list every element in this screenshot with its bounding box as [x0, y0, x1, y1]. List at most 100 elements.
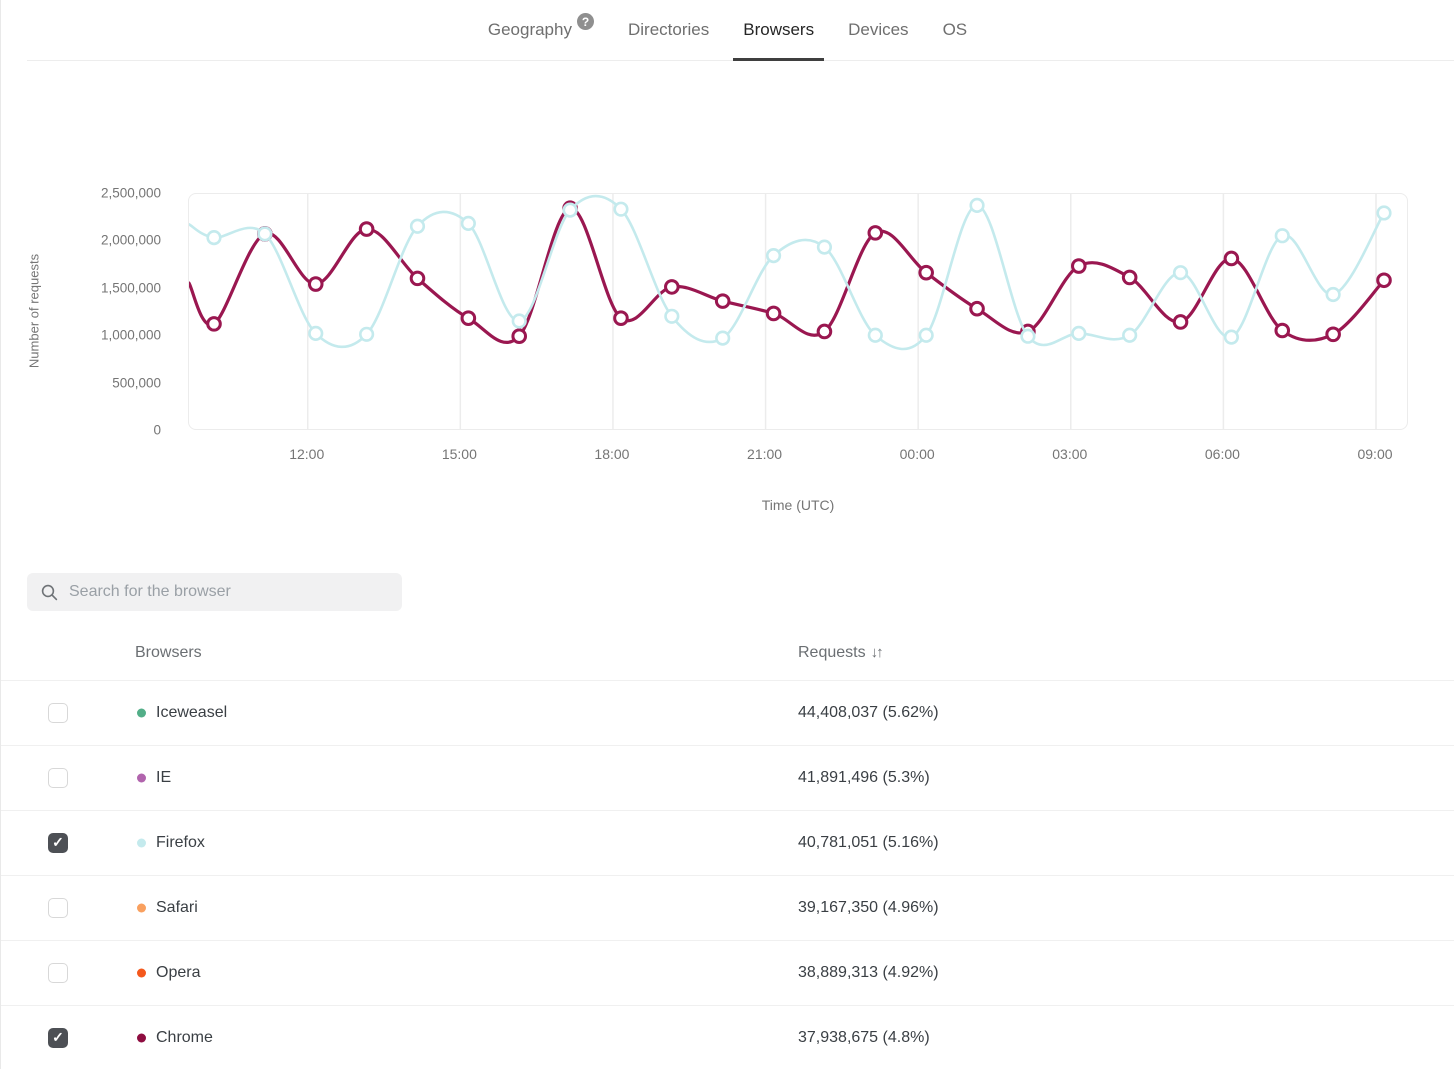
requests-value: 40,781,051 (5.16%) — [798, 834, 939, 851]
chrome-marker — [816, 323, 833, 340]
chrome-marker — [358, 221, 375, 237]
browser-name: Safari — [156, 899, 198, 916]
search-icon — [41, 584, 58, 600]
chrome-marker — [1121, 269, 1138, 286]
tab-bar: Geography ? Directories Browsers Devices… — [1, 0, 1454, 61]
firefox-marker — [308, 325, 324, 341]
firefox-marker — [1122, 327, 1138, 343]
firefox-marker — [460, 215, 476, 231]
chrome-marker — [1274, 322, 1291, 339]
column-header-requests-label: Requests — [798, 643, 866, 661]
table-header-row: Browsers Requests ↓↑ — [1, 625, 1454, 680]
x-tick-label: 03:00 — [1052, 446, 1088, 462]
table-row-chrome: Chrome 37,938,675 (4.8%) — [1, 1005, 1454, 1070]
row-checkbox[interactable] — [48, 1028, 68, 1048]
firefox-marker — [969, 197, 985, 213]
x-tick-label: 06:00 — [1204, 446, 1240, 462]
row-checkbox[interactable] — [48, 898, 68, 918]
x-tick-label: 21:00 — [747, 446, 783, 462]
column-header-requests[interactable]: Requests ↓↑ — [798, 643, 884, 662]
row-checkbox[interactable] — [48, 833, 68, 853]
requests-value: 44,408,037 (5.62%) — [798, 704, 939, 721]
chrome-marker — [460, 310, 477, 326]
x-tick-label: 18:00 — [594, 446, 630, 462]
firefox-marker — [1020, 328, 1036, 344]
browser-name: Firefox — [156, 834, 205, 851]
chrome-marker — [307, 276, 324, 292]
firefox-marker — [664, 308, 680, 324]
firefox-marker — [206, 230, 222, 246]
x-tick-label: 12:00 — [289, 446, 325, 462]
requests-value: 38,889,313 (4.92%) — [798, 964, 939, 981]
browser-name: IE — [156, 769, 172, 786]
tab-devices[interactable]: Devices — [838, 0, 918, 60]
y-tick-label: 2,500,000 — [100, 185, 161, 201]
chrome-marker — [1070, 258, 1087, 274]
firefox-marker — [1325, 286, 1341, 303]
y-tick-label: 1,000,000 — [100, 327, 161, 343]
row-checkbox[interactable] — [48, 703, 68, 723]
requests-value: 41,891,496 (5.3%) — [798, 769, 930, 786]
y-tick-label: 2,000,000 — [100, 232, 161, 248]
help-icon[interactable]: ? — [576, 13, 594, 30]
requests-value: 39,167,350 (4.96%) — [798, 899, 939, 916]
firefox-marker — [867, 327, 883, 343]
y-tick-label: 1,500,000 — [100, 280, 161, 296]
tab-geography-label: Geography — [487, 20, 572, 39]
tab-browsers[interactable]: Browsers — [733, 0, 824, 61]
chrome-marker — [918, 264, 934, 281]
x-tick-label: 00:00 — [899, 446, 935, 462]
series-color-dot — [137, 708, 146, 718]
chrome-marker — [1376, 272, 1392, 289]
firefox-marker — [1223, 329, 1239, 345]
chart-plot-area — [189, 194, 1392, 429]
firefox-marker — [1274, 228, 1290, 244]
table-row-ie: IE 41,891,496 (5.3%) — [1, 745, 1454, 810]
firefox-marker — [1376, 205, 1392, 221]
requests-line-chart — [188, 193, 1408, 430]
x-axis-title: Time (UTC) — [761, 497, 835, 513]
chrome-marker — [664, 279, 680, 295]
firefox-marker — [918, 327, 934, 343]
tab-directories[interactable]: Directories — [618, 0, 719, 60]
tab-geography[interactable]: Geography ? — [478, 0, 604, 60]
chrome-marker — [714, 293, 731, 309]
browser-search-box[interactable] — [27, 573, 402, 611]
browser-name: Iceweasel — [156, 704, 228, 721]
chrome-marker — [206, 316, 222, 332]
x-tick-label: 15:00 — [441, 446, 477, 462]
chrome-marker — [765, 305, 782, 322]
firefox-marker — [715, 330, 731, 346]
firefox-marker — [562, 202, 578, 218]
table-row-opera: Opera 38,889,313 (4.92%) — [1, 940, 1454, 1005]
chrome-marker — [613, 310, 629, 326]
y-tick-label: 500,000 — [112, 375, 161, 391]
firefox-marker — [257, 226, 273, 242]
search-input[interactable] — [69, 583, 390, 601]
firefox-marker — [409, 218, 426, 234]
series-color-dot — [137, 838, 146, 848]
column-header-browsers: Browsers — [135, 643, 202, 661]
chrome-marker — [409, 270, 426, 287]
tab-os[interactable]: OS — [933, 0, 978, 60]
firefox-marker — [359, 326, 375, 342]
browser-name: Opera — [156, 964, 201, 981]
series-color-dot — [137, 773, 146, 783]
series-color-dot — [137, 1033, 146, 1043]
table-row-safari: Safari 39,167,350 (4.96%) — [1, 875, 1454, 940]
chrome-marker — [1223, 250, 1240, 267]
firefox-line — [189, 194, 1386, 351]
firefox-marker — [1071, 325, 1087, 341]
tab-browsers-label: Browsers — [743, 20, 815, 39]
chrome-marker — [1172, 314, 1189, 330]
x-tick-label: 09:00 — [1357, 446, 1393, 462]
firefox-marker — [765, 248, 782, 264]
series-color-dot — [137, 903, 146, 913]
requests-value: 37,938,675 (4.8%) — [798, 1029, 930, 1046]
tab-directories-label: Directories — [627, 20, 710, 39]
row-checkbox[interactable] — [48, 963, 68, 983]
chrome-marker — [1325, 326, 1341, 343]
row-checkbox[interactable] — [48, 768, 68, 788]
y-axis-title: Number of requests — [26, 253, 42, 369]
series-color-dot — [137, 968, 146, 978]
